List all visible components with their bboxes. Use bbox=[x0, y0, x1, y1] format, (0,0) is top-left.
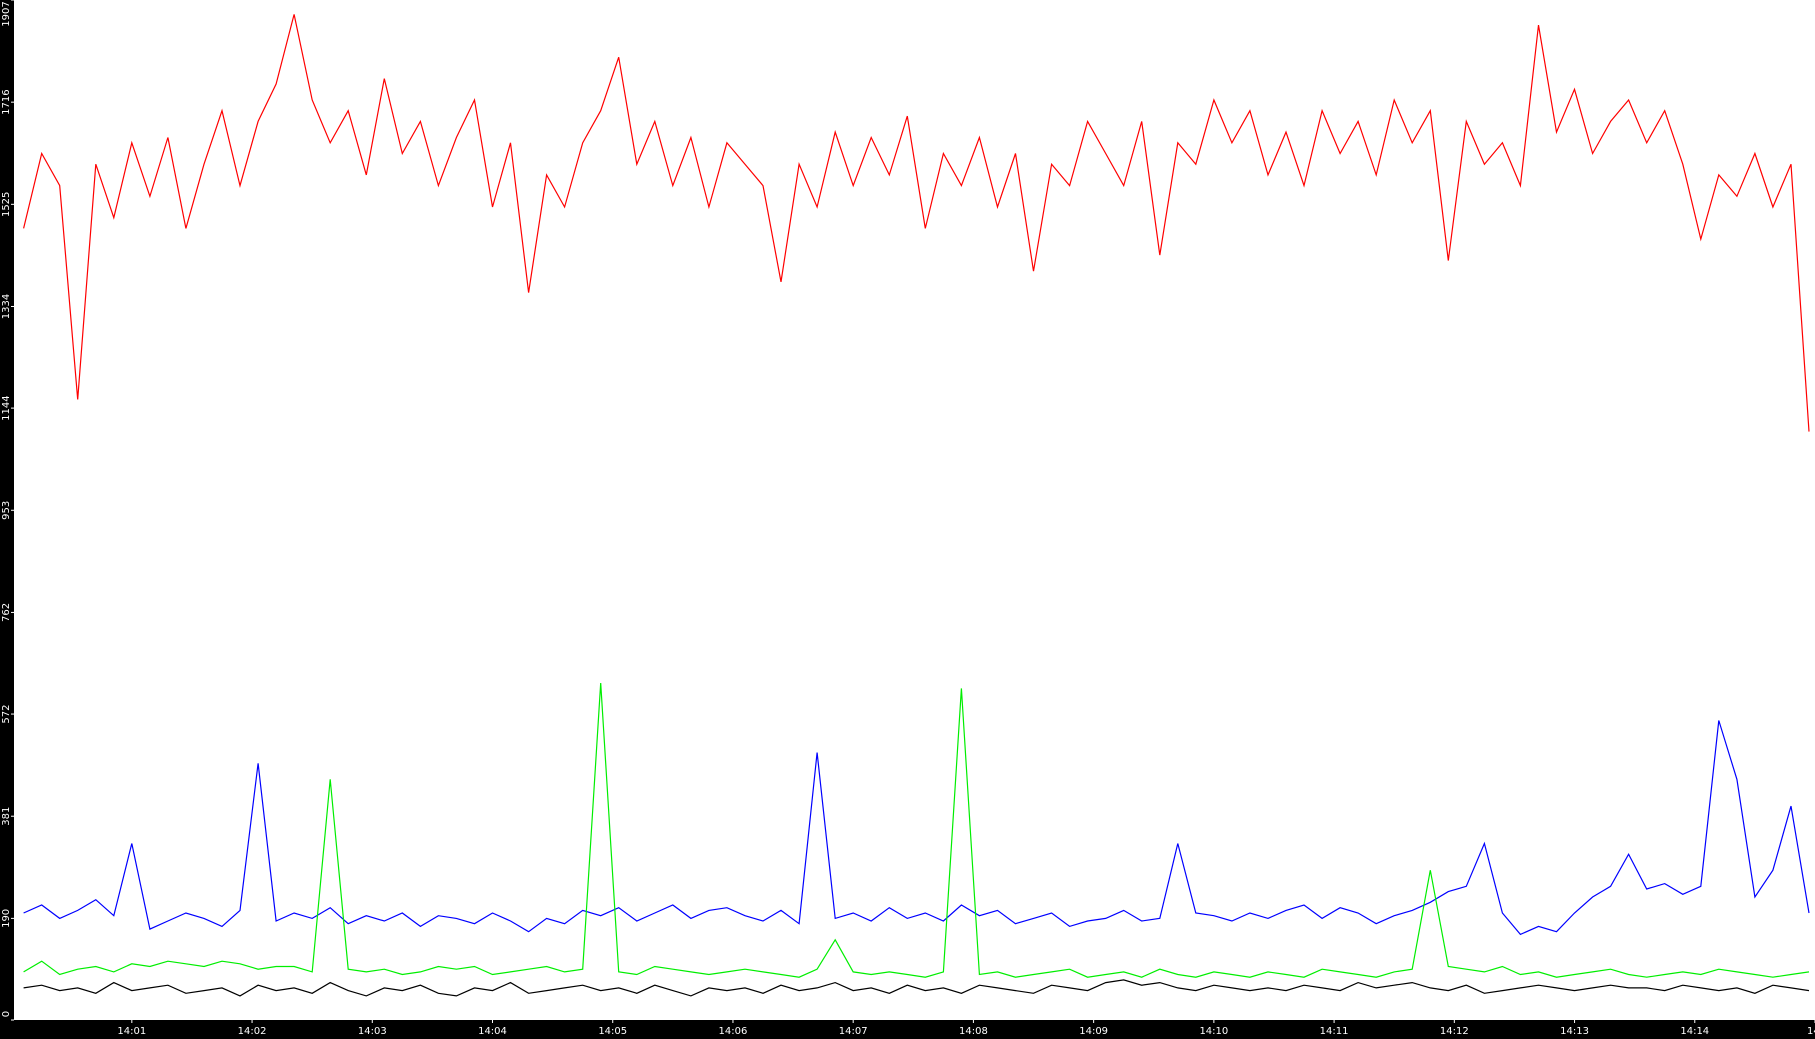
series-line bbox=[23, 14, 1810, 432]
x-tick-label: 14:06 bbox=[719, 1026, 748, 1037]
y-axis-bar bbox=[0, 0, 14, 1039]
y-tick-label: 1334 bbox=[1, 294, 12, 319]
x-tick-label: 14:01 bbox=[117, 1026, 146, 1037]
y-tick-label: 190 bbox=[1, 909, 12, 928]
x-tick-label: 14:07 bbox=[839, 1026, 868, 1037]
x-tick-label: 14:02 bbox=[238, 1026, 267, 1037]
y-tick-label: 1716 bbox=[1, 89, 12, 114]
x-tick-label: 14:05 bbox=[598, 1026, 627, 1037]
x-tick-label: 14:14 bbox=[1680, 1026, 1709, 1037]
x-tick-label: 14:11 bbox=[1320, 1026, 1349, 1037]
y-tick-label: 953 bbox=[1, 501, 12, 520]
x-tick-label: 14:08 bbox=[959, 1026, 988, 1037]
y-tick-label: 762 bbox=[1, 603, 12, 622]
y-tick-label: 0 bbox=[1, 1011, 12, 1017]
x-tick-label: 14:10 bbox=[1199, 1026, 1228, 1037]
series-line bbox=[23, 682, 1810, 978]
x-tick-label: 14:04 bbox=[478, 1026, 507, 1037]
x-tick-label: 14:12 bbox=[1440, 1026, 1469, 1037]
y-tick-label: 1525 bbox=[1, 192, 12, 217]
y-tick-label: 1144 bbox=[1, 395, 12, 420]
y-tick-label: 1907 bbox=[1, 1, 12, 26]
y-tick-label: 572 bbox=[1, 705, 12, 724]
series-line bbox=[23, 720, 1810, 936]
x-axis-bar bbox=[0, 1020, 1815, 1039]
x-tick-label: 14:03 bbox=[358, 1026, 387, 1037]
x-tick-label: 14: bbox=[1807, 1026, 1815, 1037]
x-tick-label: 14:13 bbox=[1560, 1026, 1589, 1037]
y-tick-label: 381 bbox=[1, 807, 12, 826]
series-line bbox=[23, 979, 1810, 997]
x-tick-label: 14:09 bbox=[1079, 1026, 1108, 1037]
